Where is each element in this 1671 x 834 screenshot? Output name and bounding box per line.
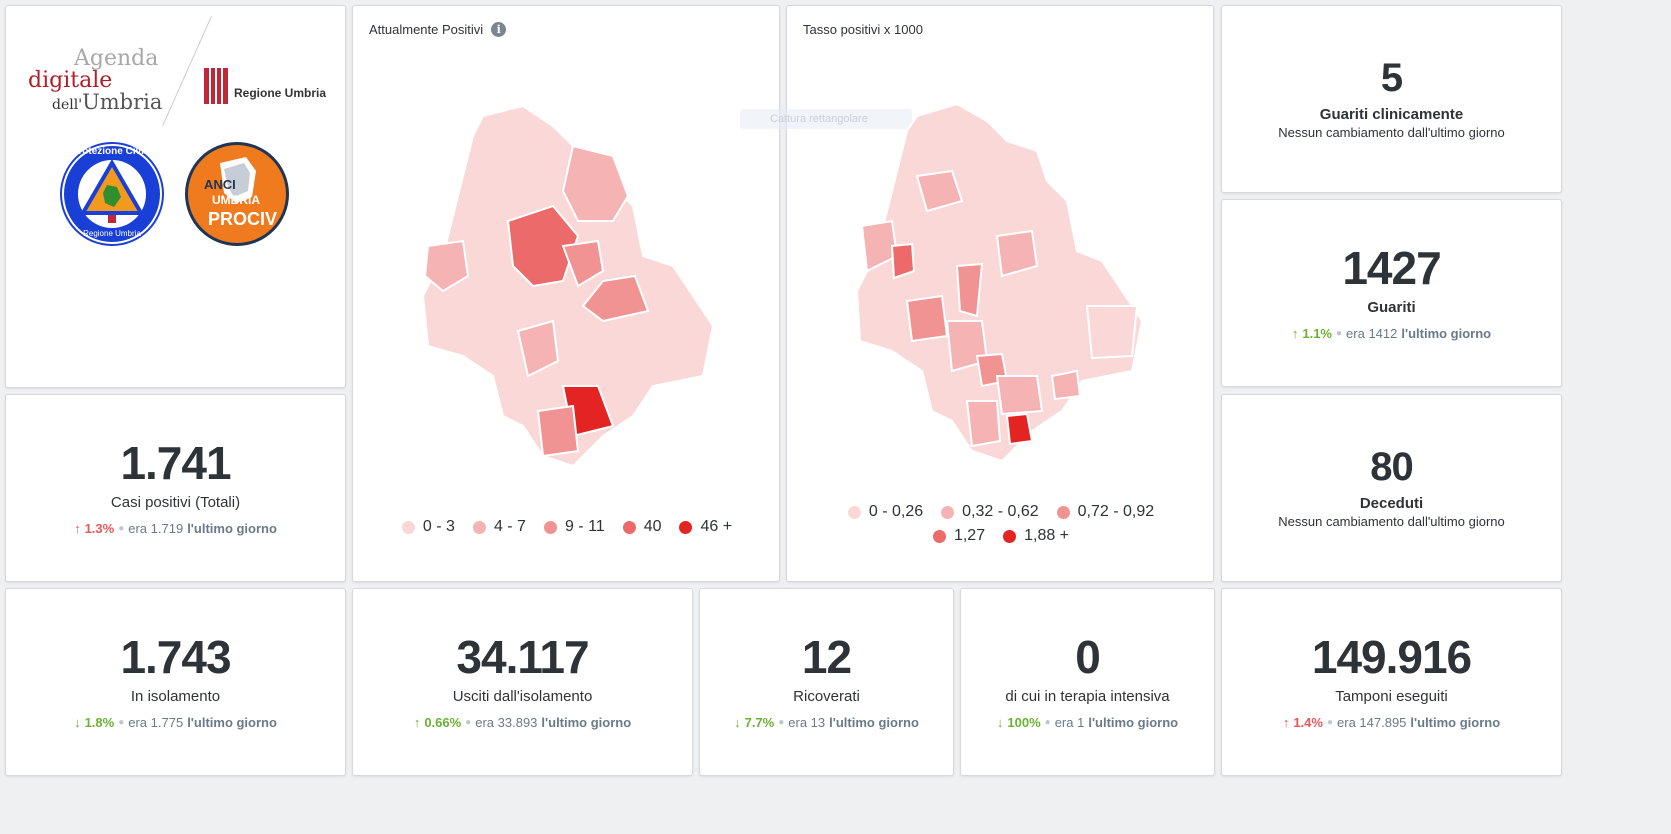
kpi-change: ↑ 1.1% ● era 1412 l'ultimo giorno xyxy=(1291,326,1492,341)
umbria-map-positivi[interactable] xyxy=(413,96,723,476)
anci-procSiv-logo: ANCI UMBRIA PROCIV xyxy=(184,141,290,252)
legend-item[interactable]: 46 + xyxy=(679,518,732,536)
legend-swatch xyxy=(472,520,486,534)
kpi-value: 5 xyxy=(1380,56,1403,100)
legend-item[interactable]: 4 - 7 xyxy=(472,518,526,536)
kpi-subtext: Nessun cambiamento dall'ultimo giorno xyxy=(1278,514,1505,529)
kpi-subtext: Nessun cambiamento dall'ultimo giorno xyxy=(1278,125,1505,140)
arrow-down-icon: ↓ xyxy=(74,715,81,730)
legend-swatch xyxy=(1003,529,1017,543)
kpi-casi-positivi: 1.741 Casi positivi (Totali) ↑ 1.3% ● er… xyxy=(5,394,346,582)
legend-item[interactable]: 0 - 0,26 xyxy=(847,503,923,521)
legend-swatch xyxy=(622,520,636,534)
legend-item[interactable]: 0,32 - 0,62 xyxy=(941,503,1039,521)
kpi-label: Usciti dall'isolamento xyxy=(452,688,593,705)
kpi-value: 0 xyxy=(1075,631,1101,683)
kpi-in-isolamento: 1.743 In isolamento ↓ 1.8% ● era 1.775 l… xyxy=(5,588,346,776)
kpi-label: Tamponi eseguiti xyxy=(1335,688,1448,705)
map-card-attualmente-positivi: Attualmente Positivi i 0 - 3 4 - 7 9 - 1… xyxy=(352,5,780,582)
kpi-value: 1427 xyxy=(1342,242,1441,294)
kpi-change: ↑ 0.66% ● era 33.893 l'ultimo giorno xyxy=(413,715,632,730)
kpi-change: ↓ 1.8% ● era 1.775 l'ultimo giorno xyxy=(74,715,277,730)
protezione-civile-logo: Protezione Civile Regione Umbria xyxy=(59,141,165,252)
kpi-label: Ricoverati xyxy=(793,688,860,705)
kpi-tamponi: 149.916 Tamponi eseguiti ↑ 1.4% ● era 14… xyxy=(1221,588,1562,776)
legend-item[interactable]: 1,88 + xyxy=(1003,527,1069,545)
map-card-tasso-positivi: Tasso positivi x 1000 Cattura rettangola… xyxy=(740,5,1214,582)
legend-swatch xyxy=(401,520,415,534)
arrow-up-icon: ↑ xyxy=(413,715,421,730)
logos-card: Agenda digitale dell'Umbria Regione Umbr… xyxy=(5,5,346,388)
arrow-down-icon: ↓ xyxy=(734,715,741,730)
map-legend: 0 - 3 4 - 7 9 - 11 40 46 + xyxy=(353,518,781,536)
kpi-usciti-isolamento: 34.117 Usciti dall'isolamento ↑ 0.66% ● … xyxy=(352,588,693,776)
agenda-digitale-logo: Agenda digitale dell'Umbria xyxy=(28,46,163,114)
legend-item[interactable]: 0,72 - 0,92 xyxy=(1056,503,1154,521)
arrow-up-icon: ↑ xyxy=(74,521,81,536)
kpi-label: di cui in terapia intensiva xyxy=(1005,688,1170,705)
legend-item[interactable]: 0 - 3 xyxy=(401,518,455,536)
kpi-label: Guariti clinicamente xyxy=(1319,106,1464,123)
legend-swatch xyxy=(941,505,955,519)
kpi-value: 1.743 xyxy=(120,631,231,683)
kpi-label: Casi positivi (Totali) xyxy=(110,494,241,511)
kpi-change: ↑ 1.3% ● era 1.719 l'ultimo giorno xyxy=(74,521,277,536)
kpi-change: ↓ 7.7% ● era 13 l'ultimo giorno xyxy=(734,715,919,730)
kpi-label: In isolamento xyxy=(130,688,221,705)
kpi-value: 149.916 xyxy=(1311,631,1472,683)
kpi-value: 34.117 xyxy=(456,631,589,683)
map-title: Tasso positivi x 1000 xyxy=(803,22,923,37)
arrow-down-icon: ↓ xyxy=(996,715,1004,730)
legend-item[interactable]: 1,27 xyxy=(932,527,985,545)
map-legend: 0 - 0,26 0,32 - 0,62 0,72 - 0,92 1,27 1,… xyxy=(817,503,1185,545)
arrow-up-icon: ↑ xyxy=(1282,715,1290,730)
kpi-deceduti: 80 Deceduti Nessun cambiamento dall'ulti… xyxy=(1221,394,1562,582)
legend-item[interactable]: 9 - 11 xyxy=(543,518,605,536)
kpi-terapia-intensiva: 0 di cui in terapia intensiva ↓ 100% ● e… xyxy=(960,588,1215,776)
kpi-ricoverati: 12 Ricoverati ↓ 7.7% ● era 13 l'ultimo g… xyxy=(699,588,954,776)
kpi-change: ↓ 100% ● era 1 l'ultimo giorno xyxy=(996,715,1179,730)
regione-flag-icon xyxy=(204,68,228,104)
legend-swatch xyxy=(543,520,557,534)
kpi-guariti-clinicamente: 5 Guariti clinicamente Nessun cambiament… xyxy=(1221,5,1562,193)
kpi-guariti: 1427 Guariti ↑ 1.1% ● era 1412 l'ultimo … xyxy=(1221,199,1562,387)
map-title: Attualmente Positivi xyxy=(369,22,484,37)
kpi-change: ↑ 1.4% ● era 147.895 l'ultimo giorno xyxy=(1282,715,1501,730)
kpi-label: Guariti xyxy=(1367,299,1416,316)
legend-swatch xyxy=(1056,505,1070,519)
kpi-value: 12 xyxy=(801,631,852,683)
info-icon[interactable]: i xyxy=(491,22,507,37)
kpi-value: 1.741 xyxy=(120,437,231,489)
kpi-value: 80 xyxy=(1370,445,1413,489)
arrow-up-icon: ↑ xyxy=(1291,326,1299,341)
legend-item[interactable]: 40 xyxy=(622,518,661,536)
regione-umbria-logo: Regione Umbria xyxy=(204,68,326,104)
legend-swatch xyxy=(932,529,946,543)
capture-overlay-hint: Cattura rettangolare xyxy=(740,109,912,129)
legend-swatch xyxy=(679,520,693,534)
umbria-map-tasso[interactable] xyxy=(852,96,1152,466)
kpi-label: Deceduti xyxy=(1359,495,1424,512)
legend-swatch xyxy=(847,505,861,519)
